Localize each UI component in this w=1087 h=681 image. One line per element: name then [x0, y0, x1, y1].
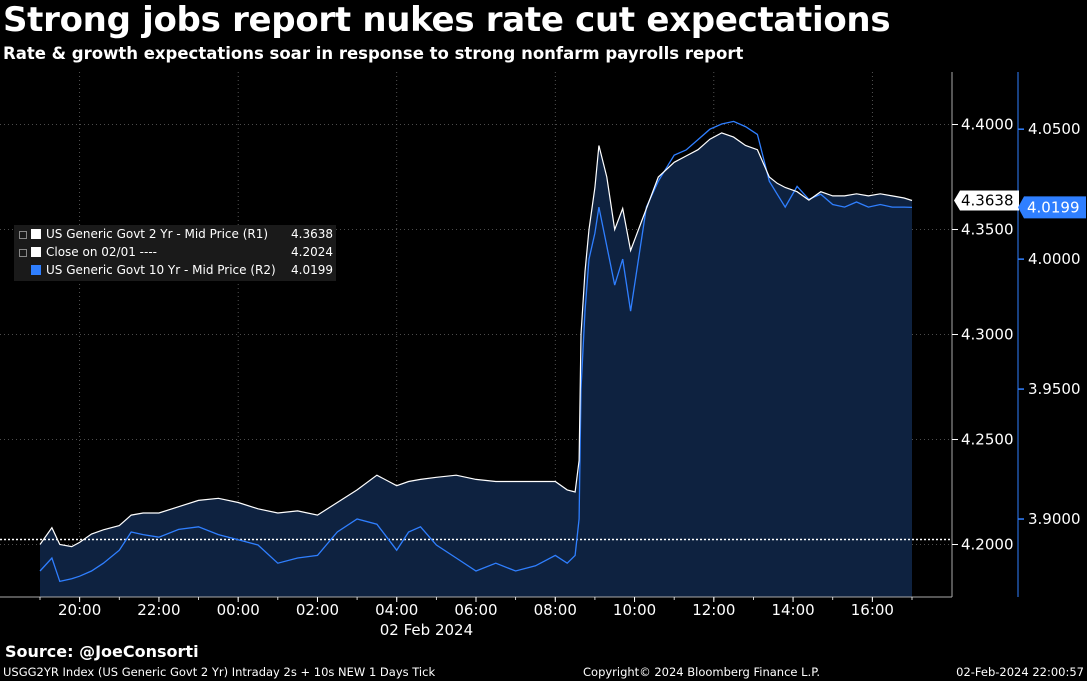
legend-swatch: [31, 265, 41, 275]
y1-tick-label: 4.2500: [961, 431, 1014, 449]
legend-value: 4.2024: [291, 245, 333, 259]
series-line-10y: [39, 120, 913, 583]
y2-tick-label: 3.9500: [1028, 380, 1081, 398]
footer-copyright: Copyright© 2024 Bloomberg Finance L.P.: [583, 665, 820, 679]
x-tick-label: 16:00: [851, 601, 894, 619]
last-value-label-2y: 4.3638: [961, 192, 1014, 210]
last-value-label-10y: 4.0199: [1027, 198, 1080, 216]
x-tick-label: 00:00: [217, 601, 260, 619]
legend-value: 4.3638: [291, 227, 333, 241]
source-credit: Source: @JoeConsorti: [5, 642, 199, 661]
chart-legend: US Generic Govt 2 Yr - Mid Price (R1) 4.…: [14, 225, 336, 281]
legend-entry-2y: US Generic Govt 2 Yr - Mid Price (R1) 4.…: [14, 225, 336, 243]
x-tick-label: 22:00: [137, 601, 180, 619]
y2-tick-label: 4.0000: [1028, 250, 1081, 268]
x-tick-label: 20:00: [58, 601, 101, 619]
y2-tick-label: 4.0500: [1028, 120, 1081, 138]
y1-tick-label: 4.4000: [961, 116, 1014, 134]
legend-label: US Generic Govt 2 Yr - Mid Price (R1): [46, 227, 269, 241]
chart-subtitle: Rate & growth expectations soar in respo…: [3, 44, 744, 63]
footer-index-info: USGG2YR Index (US Generic Govt 2 Yr) Int…: [3, 665, 436, 679]
legend-value: 4.0199: [291, 263, 333, 277]
x-tick-label: 08:00: [534, 601, 577, 619]
legend-entry-close: Close on 02/01 ---- 4.2024: [14, 243, 336, 261]
y1-tick-label: 4.3500: [961, 221, 1014, 239]
footer-timestamp: 02-Feb-2024 22:00:57: [956, 665, 1084, 679]
x-tick-label: 06:00: [454, 601, 497, 619]
legend-entry-10y: US Generic Govt 10 Yr - Mid Price (R2) 4…: [14, 261, 336, 279]
x-date-label: 02 Feb 2024: [380, 621, 473, 639]
x-tick-label: 10:00: [613, 601, 656, 619]
x-tick-label: 14:00: [771, 601, 814, 619]
legend-swatch: [31, 247, 41, 257]
chart-title: Strong jobs report nukes rate cut expect…: [3, 0, 891, 40]
legend-collapse-icon[interactable]: [19, 249, 27, 257]
x-tick-label: 12:00: [692, 601, 735, 619]
legend-collapse-icon[interactable]: [19, 231, 27, 239]
y2-tick-label: 3.9000: [1028, 510, 1081, 528]
y1-tick-label: 4.3000: [961, 326, 1014, 344]
legend-label: Close on 02/01 ----: [46, 245, 157, 259]
legend-label: US Generic Govt 10 Yr - Mid Price (R2): [46, 263, 276, 277]
y1-tick-label: 4.2000: [961, 536, 1014, 554]
x-tick-label: 04:00: [375, 601, 418, 619]
last-value-tag-10y: [1018, 196, 1086, 219]
legend-swatch: [31, 229, 41, 239]
x-tick-label: 02:00: [296, 601, 339, 619]
area-2y-fill: [40, 132, 912, 597]
last-value-tag-2y: [954, 190, 1019, 211]
series-line-2y: [39, 132, 913, 548]
